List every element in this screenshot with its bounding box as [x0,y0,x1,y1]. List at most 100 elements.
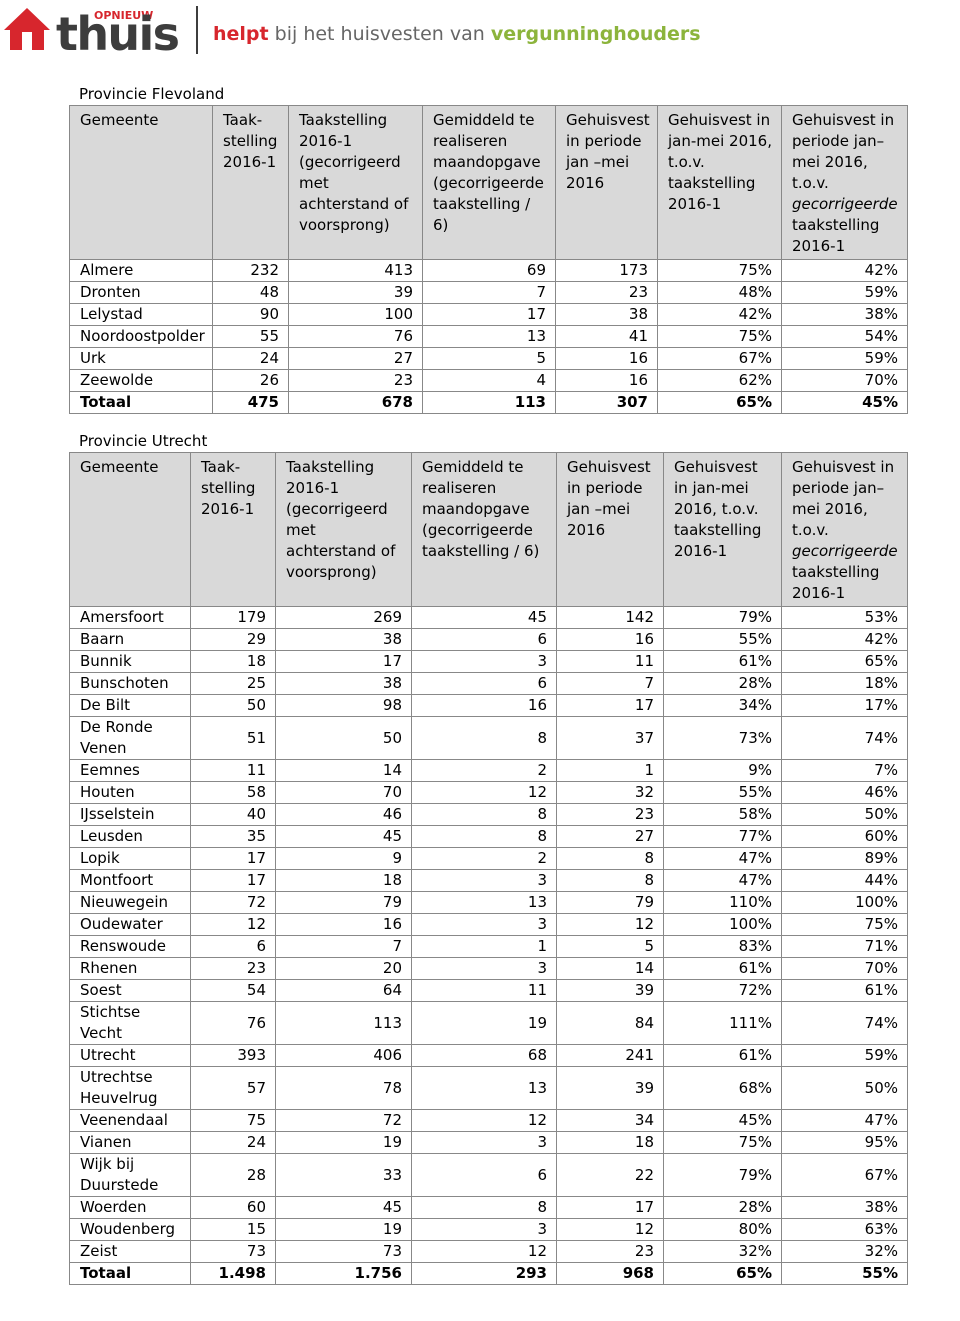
row-label: Woudenberg [69,1218,191,1241]
cell: 8 [556,847,664,870]
cell: 16 [555,347,658,370]
cell: 678 [288,391,423,414]
cell: 73 [190,1240,276,1263]
data-row: Montfoort 17 18 3 8 47% 44% [69,869,908,892]
cell: 55 [212,325,289,348]
cell: 50 [190,694,276,717]
cell: 27 [288,347,423,370]
cell: 406 [275,1044,412,1067]
cell: 16 [411,694,557,717]
cell: 42% [781,628,908,651]
cell: 12 [411,1240,557,1263]
cell: 5 [422,347,556,370]
data-row: Utrechtse Heuvelrug 57 78 13 39 68% 50% [69,1066,908,1110]
cell: 22 [556,1153,664,1197]
cell: 37 [556,716,664,760]
cell: 8 [411,716,557,760]
cell: 17 [190,869,276,892]
row-label: Nieuwegein [69,891,191,914]
column-header: Taak-stelling 2016-1 [212,105,289,260]
cell: 113 [275,1001,412,1045]
row-label: Soest [69,979,191,1002]
total-row: Totaal 1.498 1.756 293 968 65% 55% [69,1262,908,1285]
cell: 19 [275,1131,412,1154]
cell: 475 [212,391,289,414]
cell: 39 [556,1066,664,1110]
row-label: Woerden [69,1196,191,1219]
cell: 67% [657,347,782,370]
cell: 67% [781,1153,908,1197]
column-header: Taak-stelling 2016-1 [190,452,276,607]
cell: 62% [657,369,782,392]
cell: 79 [556,891,664,914]
cell: 61% [663,957,782,980]
cell: 25 [190,672,276,695]
cell: 54 [190,979,276,1002]
column-header: Gehuisvest in periode jan–mei 2016, t.o.… [781,105,908,260]
cell: 23 [288,369,423,392]
cell: 75% [663,1131,782,1154]
data-row: Leusden 35 45 8 27 77% 60% [69,825,908,848]
data-row: Houten 58 70 12 32 55% 46% [69,781,908,804]
cell: 73% [663,716,782,760]
column-header: Gehuisvest in periode jan –mei 2016 [555,105,658,260]
cell: 41 [555,325,658,348]
cell: 79 [275,891,412,914]
cell: 19 [411,1001,557,1045]
cell: 42% [657,303,782,326]
cell: 16 [555,369,658,392]
cell: 1.498 [190,1262,276,1285]
data-row: Stichtse Vecht 76 113 19 84 111% 74% [69,1001,908,1045]
data-row: Amersfoort 179 269 45 142 79% 53% [69,606,908,629]
cell: 72 [275,1109,412,1132]
cell: 38 [275,628,412,651]
row-label: Veenendaal [69,1109,191,1132]
cell: 65% [781,650,908,673]
tagline-c: vergunninghouders [491,23,701,45]
cell: 74% [781,1001,908,1045]
cell: 34% [663,694,782,717]
cell: 2 [411,759,557,782]
data-row: Vianen 24 19 3 18 75% 95% [69,1131,908,1154]
cell: 269 [275,606,412,629]
row-label: Noordoostpolder [69,325,213,348]
row-label: De Bilt [69,694,191,717]
row-label: Dronten [69,281,213,304]
row-label: Rhenen [69,957,191,980]
cell: 7 [556,672,664,695]
column-header: Gemeente [69,105,213,260]
row-label: Utrechtse Heuvelrug [69,1066,191,1110]
cell: 50 [275,716,412,760]
cell: 232 [212,259,289,282]
cell: 60% [781,825,908,848]
cell: 28% [663,1196,782,1219]
cell: 72% [663,979,782,1002]
cell: 48 [212,281,289,304]
data-row: Noordoostpolder 55 76 13 41 75% 54% [69,325,908,348]
header-part: taakstelling 2016-1 [792,563,880,602]
cell: 142 [556,606,664,629]
cell: 16 [556,628,664,651]
cell: 74% [781,716,908,760]
cell: 3 [411,957,557,980]
header-part: taakstelling 2016-1 [792,216,880,255]
row-label: De Ronde Venen [69,716,191,760]
cell: 47% [663,847,782,870]
cell: 3 [411,1218,557,1241]
cell: 80% [663,1218,782,1241]
cell: 45% [663,1109,782,1132]
row-label: Totaal [69,391,213,414]
row-label: Leusden [69,825,191,848]
cell: 11 [411,979,557,1002]
cell: 68 [411,1044,557,1067]
header-part: gecorrigeerde [792,542,898,560]
row-label: Lopik [69,847,191,870]
logo-bar: OPNIEUW thuis helpt bij het huisvesten v… [4,6,701,60]
cell: 16 [275,913,412,936]
data-row: Dronten 48 39 7 23 48% 59% [69,281,908,304]
cell: 6 [411,1153,557,1197]
cell: 46% [781,781,908,804]
header-part: Gehuisvest in periode jan–mei 2016, t.o.… [792,458,895,539]
cell: 6 [411,672,557,695]
cell: 12 [190,913,276,936]
